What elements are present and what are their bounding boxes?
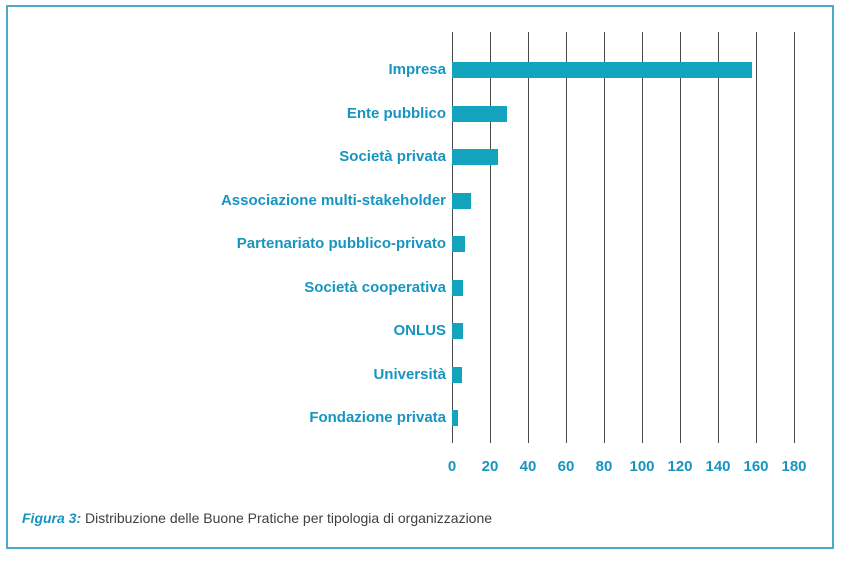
- category-label-ente-pubblico: Ente pubblico: [346, 104, 446, 122]
- gridline-x-100: [642, 32, 643, 443]
- bar-impresa: [452, 62, 753, 78]
- x-tick-label-140: 140: [705, 458, 731, 475]
- gridline-x-20: [490, 32, 491, 443]
- bar-fondazione-privata: [452, 410, 458, 426]
- category-label-partenariato-pubblico-privato: Partenariato pubblico-privato: [236, 235, 446, 252]
- figure-caption-text: Distribuzione delle Buone Pratiche per t…: [81, 510, 493, 526]
- category-label-onlus: ONLUS: [393, 322, 447, 339]
- gridline-x-160: [756, 32, 757, 443]
- x-tick-label-20: 20: [481, 458, 499, 475]
- x-tick-label-120: 120: [667, 458, 693, 475]
- bar-societ-cooperativa: [452, 279, 464, 296]
- gridline-x-180: [794, 32, 795, 443]
- bar-societ-privata: [452, 149, 498, 165]
- figure-caption: Figura 3: Distribuzione delle Buone Prat…: [22, 510, 802, 526]
- category-label-associazione-multi-stakeholder: Associazione multi-stakeholder: [220, 191, 446, 209]
- x-tick-label-40: 40: [519, 458, 537, 475]
- bar-ente-pubblico: [452, 105, 508, 122]
- gridline-x-120: [680, 32, 681, 443]
- bar-onlus: [452, 323, 464, 339]
- figure-caption-label: Figura 3:: [22, 510, 82, 526]
- x-tick-label-100: 100: [629, 458, 655, 475]
- gridline-x-40: [528, 32, 529, 443]
- x-tick-label-0: 0: [447, 458, 457, 475]
- gridline-x-60: [566, 32, 567, 443]
- x-tick-label-160: 160: [743, 458, 769, 475]
- bar-partenariato-pubblico-privato: [452, 236, 466, 252]
- x-tick-label-80: 80: [595, 458, 613, 475]
- category-label-societ-privata: Società privata: [339, 148, 446, 165]
- category-label-universit-: Università: [373, 365, 446, 383]
- category-label-impresa: Impresa: [388, 61, 446, 78]
- bar-universit-: [452, 366, 462, 383]
- gridline-x-140: [718, 32, 719, 443]
- x-tick-label-60: 60: [557, 458, 575, 475]
- category-label-fondazione-privata: Fondazione privata: [309, 409, 446, 426]
- x-tick-label-180: 180: [781, 458, 807, 475]
- gridline-x-80: [604, 32, 605, 443]
- bar-associazione-multi-stakeholder: [452, 192, 471, 209]
- category-label-societ-cooperativa: Società cooperativa: [304, 278, 446, 296]
